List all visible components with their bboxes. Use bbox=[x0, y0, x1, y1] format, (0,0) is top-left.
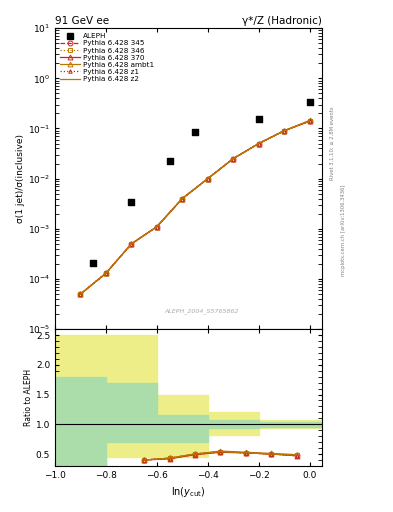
Pythia 6.428 345 bbox=[256, 140, 261, 146]
Pythia 6.428 z2 bbox=[104, 270, 108, 276]
Line: Pythia 6.428 ambt1: Pythia 6.428 ambt1 bbox=[78, 118, 312, 296]
Pythia 6.428 345 bbox=[154, 224, 159, 230]
Pythia 6.428 370 bbox=[78, 291, 83, 297]
Pythia 6.428 346 bbox=[206, 176, 210, 182]
Pythia 6.428 z2 bbox=[256, 140, 261, 146]
Point bbox=[192, 128, 198, 136]
Pythia 6.428 z2 bbox=[231, 156, 235, 162]
Pythia 6.428 345 bbox=[78, 291, 83, 297]
Point bbox=[307, 98, 313, 106]
Pythia 6.428 z1 bbox=[78, 291, 83, 297]
Pythia 6.428 z1 bbox=[206, 176, 210, 182]
Legend: ALEPH, Pythia 6.428 345, Pythia 6.428 346, Pythia 6.428 370, Pythia 6.428 ambt1,: ALEPH, Pythia 6.428 345, Pythia 6.428 34… bbox=[59, 32, 156, 83]
Pythia 6.428 z2 bbox=[307, 118, 312, 124]
Pythia 6.428 z1 bbox=[231, 156, 235, 162]
Line: Pythia 6.428 370: Pythia 6.428 370 bbox=[78, 119, 312, 296]
Pythia 6.428 345 bbox=[282, 127, 286, 134]
Pythia 6.428 ambt1 bbox=[180, 196, 185, 202]
Pythia 6.428 ambt1 bbox=[104, 270, 108, 276]
Pythia 6.428 345 bbox=[307, 118, 312, 124]
Pythia 6.428 z1 bbox=[129, 241, 134, 247]
Pythia 6.428 370 bbox=[129, 241, 134, 247]
Pythia 6.428 ambt1 bbox=[256, 140, 261, 146]
Pythia 6.428 z1 bbox=[282, 127, 286, 134]
Pythia 6.428 z2 bbox=[78, 291, 83, 297]
Pythia 6.428 370 bbox=[282, 127, 286, 134]
Pythia 6.428 346 bbox=[307, 118, 312, 124]
Pythia 6.428 370 bbox=[104, 270, 108, 276]
Y-axis label: Ratio to ALEPH: Ratio to ALEPH bbox=[24, 369, 33, 426]
Pythia 6.428 346 bbox=[282, 127, 286, 134]
Pythia 6.428 ambt1 bbox=[231, 156, 235, 162]
Pythia 6.428 345 bbox=[206, 176, 210, 182]
Text: Rivet 3.1.10; ≥ 2.8M events: Rivet 3.1.10; ≥ 2.8M events bbox=[330, 106, 334, 180]
Pythia 6.428 346 bbox=[78, 291, 83, 297]
Point bbox=[128, 198, 134, 206]
Pythia 6.428 346 bbox=[180, 196, 185, 202]
Pythia 6.428 z2 bbox=[180, 196, 185, 202]
Y-axis label: σ(1 jet)/σ(inclusive): σ(1 jet)/σ(inclusive) bbox=[16, 134, 25, 223]
Pythia 6.428 z2 bbox=[206, 176, 210, 182]
Pythia 6.428 ambt1 bbox=[307, 117, 312, 123]
Pythia 6.428 z1 bbox=[180, 196, 185, 202]
Line: Pythia 6.428 345: Pythia 6.428 345 bbox=[78, 119, 312, 296]
Pythia 6.428 346 bbox=[231, 156, 235, 162]
Point bbox=[90, 259, 96, 267]
Pythia 6.428 z2 bbox=[129, 241, 134, 247]
Point bbox=[166, 157, 173, 165]
Pythia 6.428 z1 bbox=[104, 270, 108, 276]
Pythia 6.428 ambt1 bbox=[129, 241, 134, 247]
Pythia 6.428 370 bbox=[231, 156, 235, 162]
Pythia 6.428 345 bbox=[129, 241, 134, 247]
Point bbox=[255, 115, 262, 123]
Text: γ*/Z (Hadronic): γ*/Z (Hadronic) bbox=[242, 16, 322, 26]
Pythia 6.428 ambt1 bbox=[206, 176, 210, 182]
Pythia 6.428 z1 bbox=[256, 140, 261, 146]
X-axis label: ln($y_{\rm cut}$): ln($y_{\rm cut}$) bbox=[171, 485, 206, 499]
Pythia 6.428 z2 bbox=[154, 224, 159, 230]
Pythia 6.428 ambt1 bbox=[78, 291, 83, 297]
Text: 91 GeV ee: 91 GeV ee bbox=[55, 16, 109, 26]
Pythia 6.428 370 bbox=[256, 140, 261, 146]
Pythia 6.428 z2 bbox=[282, 127, 286, 134]
Pythia 6.428 ambt1 bbox=[154, 224, 159, 230]
Pythia 6.428 370 bbox=[180, 196, 185, 202]
Text: ALEPH_2004_S5765862: ALEPH_2004_S5765862 bbox=[165, 308, 239, 314]
Pythia 6.428 345 bbox=[104, 270, 108, 276]
Pythia 6.428 346 bbox=[154, 224, 159, 230]
Pythia 6.428 345 bbox=[180, 196, 185, 202]
Pythia 6.428 346 bbox=[256, 140, 261, 146]
Pythia 6.428 370 bbox=[154, 224, 159, 230]
Pythia 6.428 370 bbox=[206, 176, 210, 182]
Pythia 6.428 346 bbox=[129, 241, 134, 247]
Pythia 6.428 345 bbox=[231, 156, 235, 162]
Pythia 6.428 z1 bbox=[307, 118, 312, 124]
Pythia 6.428 370 bbox=[307, 118, 312, 124]
Line: Pythia 6.428 346: Pythia 6.428 346 bbox=[78, 119, 312, 296]
Pythia 6.428 ambt1 bbox=[282, 127, 286, 134]
Text: mcplots.cern.ch [arXiv:1306.3436]: mcplots.cern.ch [arXiv:1306.3436] bbox=[342, 185, 346, 276]
Line: Pythia 6.428 z1: Pythia 6.428 z1 bbox=[79, 119, 311, 296]
Pythia 6.428 z1 bbox=[154, 224, 159, 230]
Pythia 6.428 346 bbox=[104, 270, 108, 276]
Line: Pythia 6.428 z2: Pythia 6.428 z2 bbox=[81, 121, 310, 294]
